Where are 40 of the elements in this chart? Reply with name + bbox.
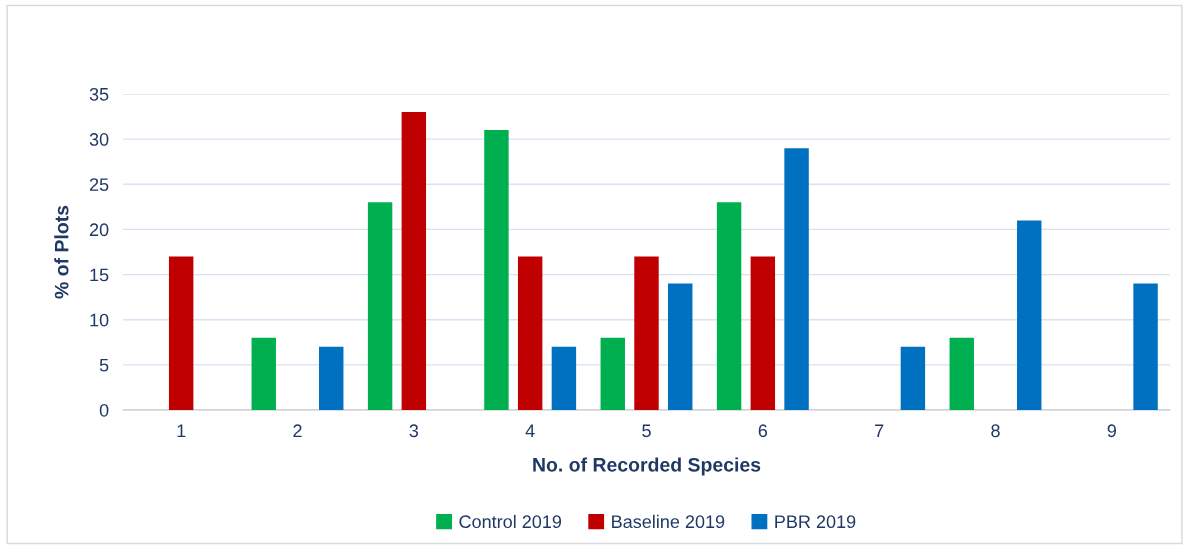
x-tick-label: 3 [409,424,419,438]
bar [716,202,742,410]
bar [517,256,543,410]
bar [634,256,659,410]
bar [668,283,693,410]
bar [784,148,809,410]
x-tick-label: 1 [177,424,186,437]
y-tick-label: 30 [89,133,109,146]
bar [900,346,926,410]
bar [1017,220,1042,410]
y-tick-label: 20 [89,223,109,237]
bar [319,346,344,410]
bar [251,337,276,410]
x-tick-label: 2 [293,424,302,437]
bar [484,130,509,410]
bar [401,112,427,410]
bar [168,256,194,410]
legend-label: Baseline 2019 [612,514,725,529]
bar [949,337,974,410]
y-tick-label: 35 [89,87,109,101]
x-tick-label: 9 [1107,424,1116,438]
x-axis-title: No. of Recorded Species [533,457,761,476]
bar [551,346,577,410]
bar [1133,283,1158,410]
y-tick-label: 5 [99,358,109,372]
x-tick-label: 6 [758,424,768,438]
x-tick-label: 8 [991,424,1000,438]
x-tick-label: 4 [525,424,535,437]
y-tick-label: 0 [99,403,109,417]
bar [367,202,393,410]
y-axis-title: % of Plots [54,205,69,299]
y-tick-label: 10 [90,313,109,327]
bar [600,337,625,410]
legend-label: PBR 2019 [775,515,856,529]
x-tick-label: 5 [642,424,651,438]
bar [750,256,776,410]
x-tick-label: 7 [875,424,884,437]
legend-label: Control 2019 [459,514,562,529]
y-tick-label: 15 [90,268,109,282]
y-tick-label: 25 [89,178,109,192]
